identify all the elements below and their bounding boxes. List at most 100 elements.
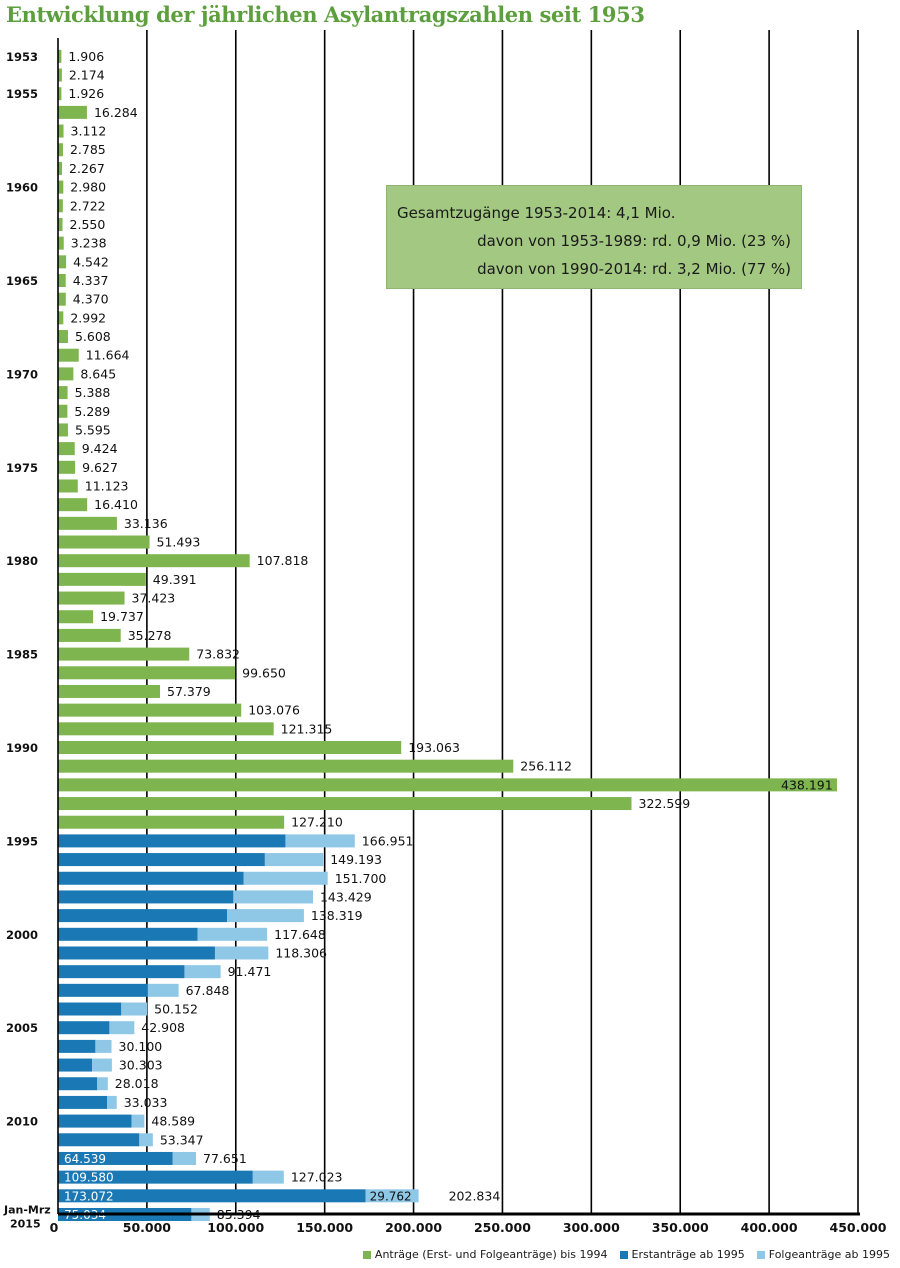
bar-1955 (58, 87, 62, 101)
bar-2014-erstantraege (58, 1189, 366, 1203)
year-label-2015-b: 2015 (10, 1218, 41, 1231)
bar-label-folge-2014: 29.762 (370, 1189, 412, 1203)
bar-1997-erstantraege (58, 871, 244, 885)
bar-1975 (58, 460, 76, 474)
bar-1954 (58, 68, 62, 82)
bar-1997-folgeantraege (243, 871, 328, 885)
bar-value-label-2002: 91.471 (228, 964, 272, 979)
bar-value-label-1959: 2.267 (69, 161, 105, 176)
bar-1992 (58, 778, 838, 792)
bar-2009-folgeantraege (107, 1095, 117, 1109)
bar-value-label-1978: 33.136 (124, 516, 168, 531)
legend-item-bis-1994: Anträge (Erst- und Folgeanträge) bis 199… (362, 1248, 608, 1261)
bar-2009-erstantraege (58, 1095, 108, 1109)
bar-value-label-1960: 2.980 (70, 180, 106, 195)
bar-1959 (58, 161, 63, 175)
bar-value-label-2014: 202.834 (449, 1188, 501, 1203)
bar-value-label-2006: 30.100 (119, 1039, 163, 1054)
bar-value-label-1971: 5.388 (75, 385, 111, 400)
bar-value-label-1981: 49.391 (153, 572, 197, 587)
bar-1988 (58, 703, 242, 717)
bar-value-label-1999: 138.319 (311, 908, 363, 923)
x-tick-label-6: 300.000 (563, 1220, 620, 1235)
bar-2010-erstantraege (58, 1114, 132, 1128)
bar-value-label-2012: 77.651 (203, 1151, 247, 1166)
bar-value-label-2003: 67.848 (186, 983, 230, 998)
bar-1967 (58, 311, 64, 325)
year-label-2010: 2010 (6, 1115, 38, 1129)
bar-2007-folgeantraege (92, 1058, 112, 1072)
bar-2010-folgeantraege (131, 1114, 145, 1128)
bar-value-label-2001: 118.306 (275, 945, 327, 960)
bar-2002-folgeantraege (184, 965, 221, 979)
bar-1971 (58, 386, 68, 400)
bar-value-label-2010: 48.589 (151, 1114, 195, 1129)
bar-2000-erstantraege (58, 927, 198, 941)
bar-value-label-1956: 16.284 (94, 105, 138, 120)
bar-label-inner-2013: 109.580 (64, 1171, 114, 1185)
legend-swatch-bis-1994 (362, 1250, 371, 1259)
bar-value-label-2013: 127.023 (291, 1170, 343, 1185)
bar-value-label-1979: 51.493 (157, 535, 201, 550)
bar-value-label-1972: 5.289 (74, 404, 110, 419)
bar-2004-folgeantraege (121, 1002, 148, 1016)
bar-value-label-1980: 107.818 (257, 553, 309, 568)
bar-1999-erstantraege (58, 909, 228, 923)
bar-1981 (58, 572, 146, 586)
bar-label-inner-2014: 173.072 (64, 1189, 114, 1203)
bar-value-label-1991: 256.112 (520, 759, 572, 774)
summary-box: Gesamtzugänge 1953-2014: 4,1 Mio. davon … (386, 185, 802, 289)
bar-1996-erstantraege (58, 853, 265, 867)
bar-value-label-1966: 4.370 (73, 292, 109, 307)
bar-2011-erstantraege (58, 1133, 140, 1147)
bar-1970 (58, 367, 74, 381)
bar-value-label-1965: 4.337 (73, 273, 109, 288)
bar-2000-folgeantraege (197, 927, 268, 941)
bar-2003-folgeantraege (147, 983, 179, 997)
bar-1982 (58, 591, 125, 605)
bar-2006-folgeantraege (95, 1039, 112, 1053)
bar-1960 (58, 180, 64, 194)
x-tick-label-3: 150.000 (296, 1220, 353, 1235)
bar-value-label-1973: 5.595 (75, 422, 111, 437)
year-label-2000: 2000 (6, 928, 38, 942)
bar-value-label-1975: 9.627 (82, 460, 118, 475)
bar-1980 (58, 554, 250, 568)
bar-1994 (58, 815, 285, 829)
bar-1976 (58, 479, 78, 493)
legend-item-folgeantraege: Folgeanträge ab 1995 (756, 1248, 890, 1261)
bar-2006-erstantraege (58, 1039, 96, 1053)
bar-value-label-1974: 9.424 (82, 441, 118, 456)
bar-1972 (58, 404, 68, 418)
year-label-1965: 1965 (6, 274, 38, 288)
year-label-2015-a: Jan-Mrz (3, 1204, 51, 1217)
bar-2013-folgeantraege (252, 1170, 284, 1184)
year-label-1990: 1990 (6, 741, 38, 755)
chart-title: Entwicklung der jährlichen Asylantragsza… (6, 2, 645, 27)
bar-value-label-1994: 127.210 (291, 815, 343, 830)
bar-1958 (58, 143, 63, 157)
year-label-1980: 1980 (6, 554, 38, 568)
bar-2005-erstantraege (58, 1021, 110, 1035)
bar-value-label-1961: 2.722 (70, 198, 106, 213)
bar-2013-erstantraege (58, 1170, 253, 1184)
x-tick-label-9: 450.000 (830, 1220, 887, 1235)
bar-1991 (58, 759, 514, 773)
bar-value-label-2005: 42.908 (141, 1020, 185, 1035)
bar-value-label-1983: 19.737 (100, 609, 144, 624)
x-tick-label-0: 0 (50, 1220, 59, 1235)
bar-1977 (58, 498, 88, 512)
bar-1979 (58, 535, 150, 549)
bar-1985 (58, 647, 190, 661)
year-label-2005: 2005 (6, 1021, 38, 1035)
bar-2011-folgeantraege (139, 1133, 153, 1147)
bar-value-label-2011: 53.347 (160, 1132, 204, 1147)
x-tick-label-4: 200.000 (385, 1220, 442, 1235)
bar-value-label-1953: 1.906 (68, 49, 104, 64)
bar-2008-erstantraege (58, 1077, 98, 1091)
bar-value-label-1957: 3.112 (71, 124, 107, 139)
bar-value-label-1995: 166.951 (362, 833, 414, 848)
bar-1961 (58, 199, 63, 213)
bar-value-label-1997: 151.700 (335, 871, 387, 886)
